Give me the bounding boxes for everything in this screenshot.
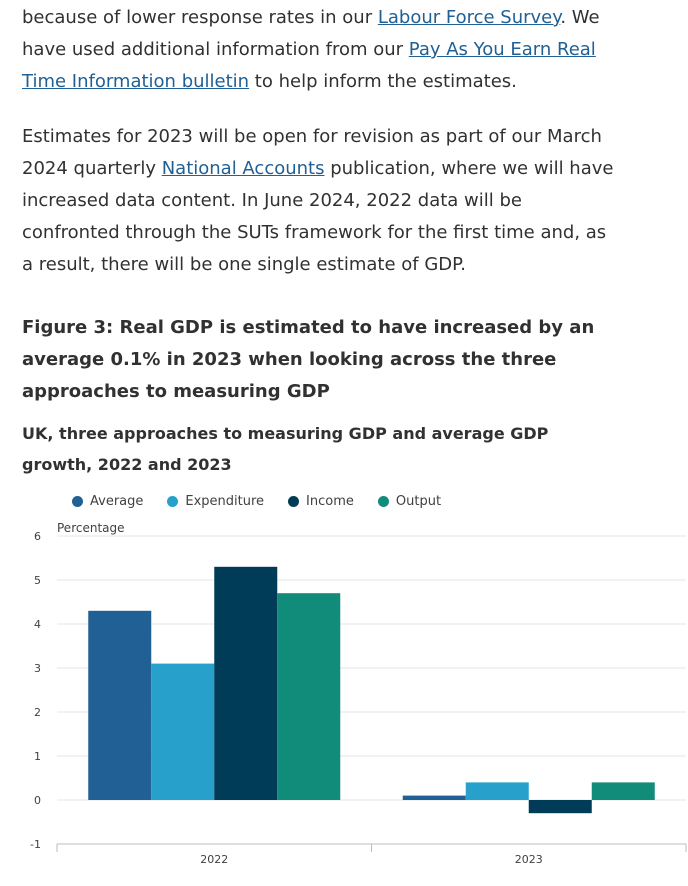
legend-swatch	[377, 496, 389, 507]
legend-item-average[interactable]: Average	[72, 494, 143, 509]
chart-legend: Average Expenditure Income Output	[72, 494, 441, 509]
y-tick-label: 0	[34, 794, 41, 807]
y-tick-label: 2	[34, 706, 41, 719]
paragraph-revisions: Estimates for 2023 will be open for revi…	[22, 121, 622, 281]
legend-label: Income	[306, 494, 354, 509]
bar-chart: -1 0 1 2 3 4 5 6 Percentage 2022 2023	[30, 521, 687, 866]
legend-label: Expenditure	[185, 494, 265, 509]
national-accounts-link[interactable]: National Accounts	[161, 158, 325, 179]
bar-expenditure-2022[interactable]	[151, 663, 215, 800]
x-tick-label: 2023	[515, 853, 543, 866]
paragraph-text: to help inform the estimates.	[249, 71, 517, 92]
bar-expenditure-2023[interactable]	[465, 782, 529, 800]
labour-force-survey-link[interactable]: Labour Force Survey	[377, 7, 561, 28]
bar-income-2022[interactable]	[214, 566, 278, 800]
y-axis-label: Percentage	[57, 521, 125, 535]
legend-label: Average	[90, 494, 144, 509]
paragraph-text: . We have used additional information fr…	[22, 7, 600, 60]
legend-swatch	[167, 496, 179, 507]
paragraph-text: Estimates for 2023 will be open for revi…	[22, 126, 602, 179]
y-tick-label: 6	[34, 530, 41, 543]
y-tick-label: 3	[34, 662, 41, 675]
y-tick-label: 4	[34, 618, 41, 631]
y-tick-label: -1	[30, 838, 41, 851]
paragraph-text: publication, where we will have increase…	[22, 158, 614, 275]
x-tick-label: 2022	[200, 853, 228, 866]
paragraph-text: because of lower response rates in our	[22, 7, 378, 28]
legend-item-expenditure[interactable]: Expenditure	[167, 494, 264, 509]
legend-swatch	[72, 496, 83, 507]
figure-title: Figure 3: Real GDP is estimated to have …	[22, 317, 595, 402]
y-tick-label: 1	[34, 750, 41, 763]
bar-average-2023[interactable]	[402, 795, 466, 800]
legend-item-income[interactable]: Income	[288, 494, 354, 509]
legend-item-output[interactable]: Output	[377, 494, 442, 509]
bar-output-2023[interactable]	[591, 782, 655, 800]
figure-subtitle: UK, three approaches to measuring GDP an…	[22, 424, 549, 474]
legend-swatch	[288, 496, 300, 507]
legend-label: Output	[395, 494, 442, 509]
bar-output-2022[interactable]	[277, 593, 341, 800]
bar-income-2023[interactable]	[528, 800, 592, 814]
paye-rti-bulletin-link[interactable]: Pay As You Earn Real Time Information bu…	[22, 39, 596, 92]
paragraph-response-rates: because of lower response rates in our L…	[22, 2, 622, 98]
y-tick-label: 5	[34, 574, 41, 587]
bar-average-2022[interactable]	[88, 610, 152, 800]
